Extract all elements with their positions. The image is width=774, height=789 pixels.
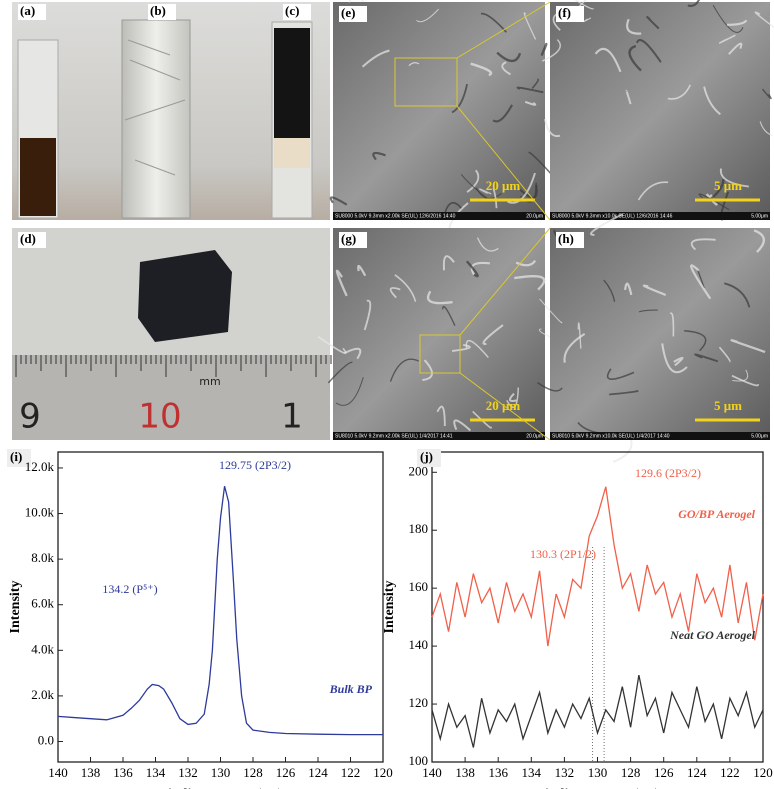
x-tick-label: 120 xyxy=(373,765,393,780)
x-tick-label: 130 xyxy=(588,765,608,780)
y-tick-label: 160 xyxy=(409,579,429,594)
scale-label: 5 μm xyxy=(714,178,742,193)
ruler-label: 1 xyxy=(281,397,303,437)
sem-info: SU8010 5.0kV 9.2mm x10.0k SE(UL) 1/4/201… xyxy=(552,433,670,439)
y-tick-label: 8.0k xyxy=(31,550,54,565)
data-line xyxy=(58,486,383,734)
y-axis-label: Intensity xyxy=(8,581,23,634)
panel-label: (j) xyxy=(420,449,433,464)
chart: (i) 140 138 136 134 132 130 128 126 124 122 120 0.0 2… xyxy=(7,449,393,789)
ruler-label: 10 xyxy=(138,397,181,437)
x-tick-label: 136 xyxy=(488,765,508,780)
panel-label: (e) xyxy=(341,5,355,20)
ruler-label: mm xyxy=(199,375,220,388)
y-tick-label: 0.0 xyxy=(38,732,54,747)
charts: (i) 140 138 136 134 132 130 128 126 124 122 120 0.0 2… xyxy=(7,449,773,789)
sem-info: SU8000 5.0kV 9.3mm x2.00k SE(UL) 12/6/20… xyxy=(335,213,456,219)
annotation: 130.3 (2P1/2) xyxy=(530,547,596,561)
y-tick-label: 140 xyxy=(409,637,429,652)
x-tick-label: 128 xyxy=(243,765,263,780)
x-tick-label: 138 xyxy=(81,765,101,780)
x-tick-label: 128 xyxy=(621,765,641,780)
data-line xyxy=(432,675,763,747)
y-tick-label: 200 xyxy=(409,463,429,478)
y-tick-label: 10.0k xyxy=(25,505,55,520)
x-tick-label: 130 xyxy=(211,765,231,780)
panel-label: (a) xyxy=(20,3,35,18)
x-tick-label: 136 xyxy=(113,765,133,780)
photo-abc xyxy=(12,2,330,220)
x-tick-label: 124 xyxy=(687,765,707,780)
y-tick-label: 100 xyxy=(409,753,429,768)
sem-info: SU8010 5.0kV 9.2mm x2.00k SE(UL) 1/4/201… xyxy=(335,433,453,439)
figure: (a) (b) (c) (d) 9 10 1 mm SU8000 5.0kV 9.3mm x2.… xyxy=(0,0,774,789)
scale-label: 5 μm xyxy=(714,398,742,413)
y-tick-label: 120 xyxy=(409,695,429,710)
x-tick-label: 134 xyxy=(522,765,542,780)
y-tick-label: 6.0k xyxy=(31,596,54,611)
series-label: Neat GO Aerogel xyxy=(669,628,756,642)
x-tick-label: 126 xyxy=(654,765,674,780)
x-tick-label: 140 xyxy=(48,765,68,780)
x-tick-label: 126 xyxy=(276,765,296,780)
x-tick-label: 124 xyxy=(308,765,328,780)
y-tick-label: 2.0k xyxy=(31,687,54,702)
panel-label: (f) xyxy=(558,5,571,20)
sem-info-scale: 20.0μm xyxy=(526,433,543,439)
y-tick-label: 12.0k xyxy=(25,459,55,474)
sem-info-scale: 20.0μm xyxy=(526,213,543,219)
x-tick-label: 120 xyxy=(753,765,773,780)
series-label: Bulk BP xyxy=(329,682,373,696)
sem-info-scale: 5.00μm xyxy=(751,433,768,439)
panel-label: (d) xyxy=(20,231,36,246)
y-tick-label: 4.0k xyxy=(31,641,54,656)
x-tick-label: 134 xyxy=(146,765,166,780)
y-tick-label: 180 xyxy=(409,521,429,536)
panel-label: (h) xyxy=(558,231,574,246)
series-label: GO/BP Aerogel xyxy=(678,507,755,521)
x-tick-label: 138 xyxy=(455,765,475,780)
x-tick-label: 122 xyxy=(720,765,740,780)
sem-info-scale: 5.00μm xyxy=(751,213,768,219)
plot-frame xyxy=(58,452,383,762)
ruler-label: 9 xyxy=(19,397,41,437)
plot-frame xyxy=(432,452,763,762)
panel-label: (b) xyxy=(150,3,166,18)
annotation: 129.75 (2P3/2) xyxy=(219,458,291,472)
panel-label: (i) xyxy=(10,449,22,464)
annotation: 134.2 (P⁵⁺) xyxy=(102,582,157,596)
x-tick-label: 132 xyxy=(555,765,575,780)
panel-label: (c) xyxy=(285,3,299,18)
x-tick-label: 132 xyxy=(178,765,198,780)
panel-label: (g) xyxy=(341,231,356,246)
chart: (j) 140 138 136 134 132 130 128 126 124 122 120 100 1… xyxy=(382,449,773,789)
sem-texture xyxy=(349,0,363,2)
x-tick-label: 122 xyxy=(341,765,361,780)
annotation: 129.6 (2P3/2) xyxy=(635,466,701,480)
y-axis-label: Intensity xyxy=(382,581,397,634)
scale-label: 20 μm xyxy=(486,178,521,193)
